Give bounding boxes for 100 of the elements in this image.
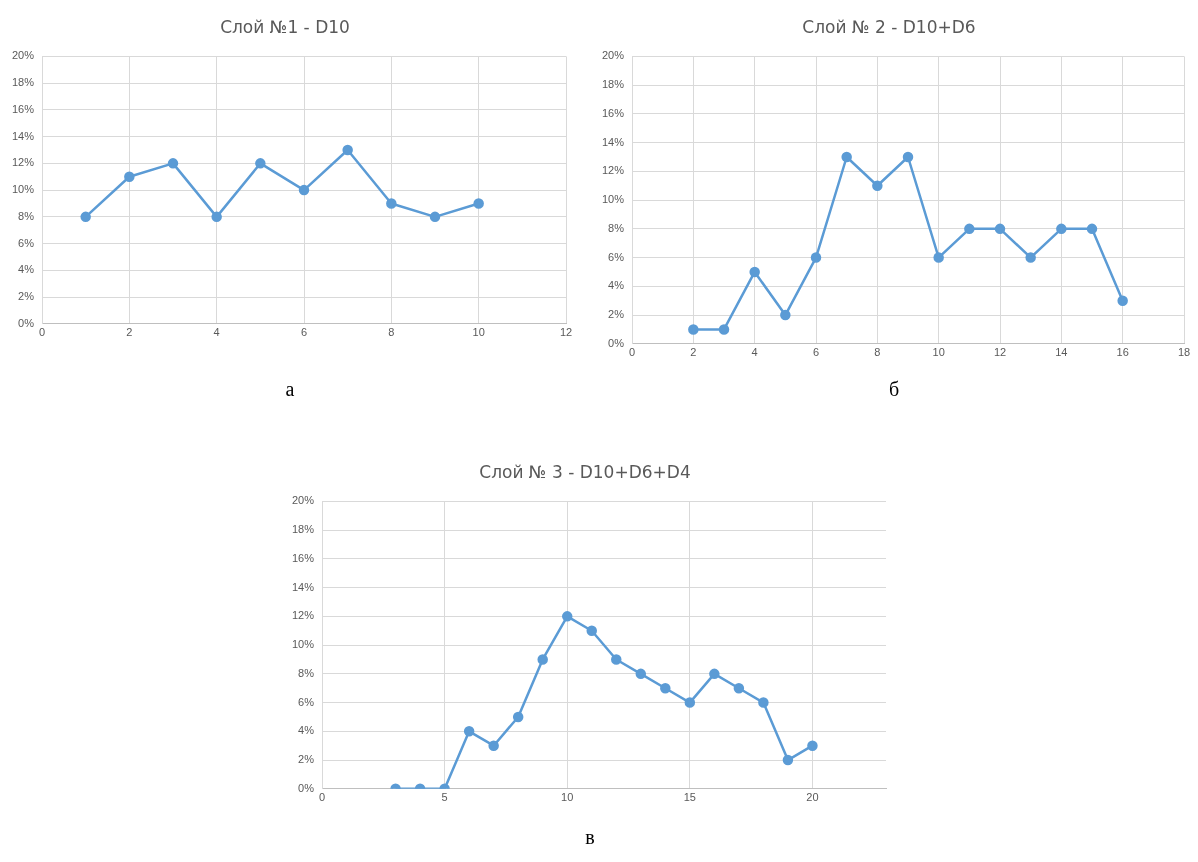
point [211, 211, 222, 223]
point [718, 324, 730, 335]
x-tick-label: 14 [1055, 346, 1068, 359]
y-tick-label: 16% [11, 102, 35, 115]
point [684, 697, 696, 708]
y-tick-label: 6% [298, 695, 315, 708]
y-tick-label: 2% [18, 290, 35, 303]
y-tick-label: 12% [601, 164, 625, 177]
point [298, 184, 310, 196]
y-tick-label: 20% [601, 49, 625, 62]
point [124, 171, 135, 182]
y-tick-label: 4% [18, 263, 35, 276]
y-tick-label: 0% [298, 781, 315, 794]
x-tick-label: 18 [1177, 346, 1191, 359]
x-tick-label: 2 [690, 346, 697, 359]
chart-title: Слой №1 - D10 [220, 16, 350, 37]
point [780, 309, 791, 321]
point [488, 740, 499, 751]
point [473, 198, 484, 209]
point [841, 151, 852, 163]
y-tick-label: 10% [11, 183, 35, 196]
point [660, 682, 671, 694]
x-tick-label: 16 [1116, 346, 1129, 359]
y-tick-label: 2% [298, 753, 315, 766]
x-tick-label: 10 [932, 346, 945, 359]
y-tick-label: 12% [291, 609, 315, 622]
y-tick-label: 8% [608, 221, 625, 234]
point [429, 211, 441, 223]
y-tick-label: 10% [601, 193, 625, 206]
x-tick-label: 4 [751, 346, 758, 359]
point [342, 144, 353, 156]
point [810, 252, 822, 263]
point [872, 180, 883, 191]
y-tick-label: 0% [608, 336, 625, 349]
point [1086, 223, 1098, 235]
x-tick-label: 5 [441, 791, 448, 804]
point [255, 158, 266, 169]
x-tick-label: 15 [683, 791, 696, 804]
chart-title: Слой № 3 - D10+D6+D4 [479, 461, 691, 482]
y-tick-label: 14% [291, 580, 315, 593]
x-tick-label: 2 [126, 326, 133, 339]
x-tick-label: 10 [472, 326, 485, 339]
point [611, 654, 622, 665]
y-tick-label: 6% [608, 250, 625, 263]
y-tick-label: 4% [298, 724, 315, 737]
point [758, 697, 769, 708]
chart-title: Слой № 2 - D10+D6 [802, 16, 976, 37]
point [463, 726, 475, 737]
x-tick-label: 8 [388, 326, 395, 339]
x-tick-label: 0 [628, 346, 636, 359]
x-tick-label: 8 [874, 346, 881, 359]
y-tick-label: 4% [608, 279, 625, 292]
point [1117, 295, 1128, 306]
point [902, 151, 914, 163]
point [537, 654, 548, 665]
y-tick-label: 20% [11, 49, 35, 62]
y-tick-label: 14% [601, 135, 625, 148]
point [964, 223, 975, 235]
x-tick-label: 12 [993, 346, 1007, 359]
point [167, 158, 179, 169]
x-tick-label: 0 [318, 791, 326, 804]
point [807, 740, 818, 751]
point [733, 682, 745, 694]
point [1056, 223, 1067, 235]
point [512, 711, 524, 723]
point [749, 266, 760, 278]
text: в [584, 826, 596, 849]
point [994, 223, 1006, 235]
text: а [284, 378, 296, 401]
point [586, 625, 597, 636]
y-tick-label: 10% [291, 638, 315, 651]
x-tick-label: 10 [561, 791, 574, 804]
point [635, 668, 647, 680]
point [709, 668, 720, 680]
y-tick-label: 16% [291, 551, 315, 564]
text: б [887, 378, 901, 401]
y-tick-label: 20% [291, 494, 315, 507]
point [1025, 252, 1036, 263]
y-tick-label: 8% [298, 666, 315, 679]
y-tick-label: 18% [291, 523, 315, 536]
y-tick-label: 12% [11, 156, 35, 169]
y-tick-label: 18% [11, 76, 35, 89]
x-tick-label: 20 [806, 791, 819, 804]
x-tick-label: 6 [300, 326, 308, 339]
x-tick-label: 0 [38, 326, 46, 339]
point [80, 211, 91, 223]
y-tick-label: 0% [18, 316, 35, 329]
point [386, 198, 397, 209]
y-tick-label: 2% [608, 308, 625, 321]
y-tick-label: 14% [11, 129, 35, 142]
x-tick-label: 12 [559, 326, 573, 339]
y-tick-label: 16% [601, 106, 625, 119]
point [688, 324, 699, 335]
y-tick-label: 8% [18, 209, 35, 222]
point [561, 611, 573, 622]
x-tick-label: 6 [812, 346, 820, 359]
x-tick-label: 4 [213, 326, 220, 339]
y-tick-label: 6% [18, 236, 35, 249]
point [933, 252, 944, 263]
y-tick-label: 18% [601, 78, 625, 91]
